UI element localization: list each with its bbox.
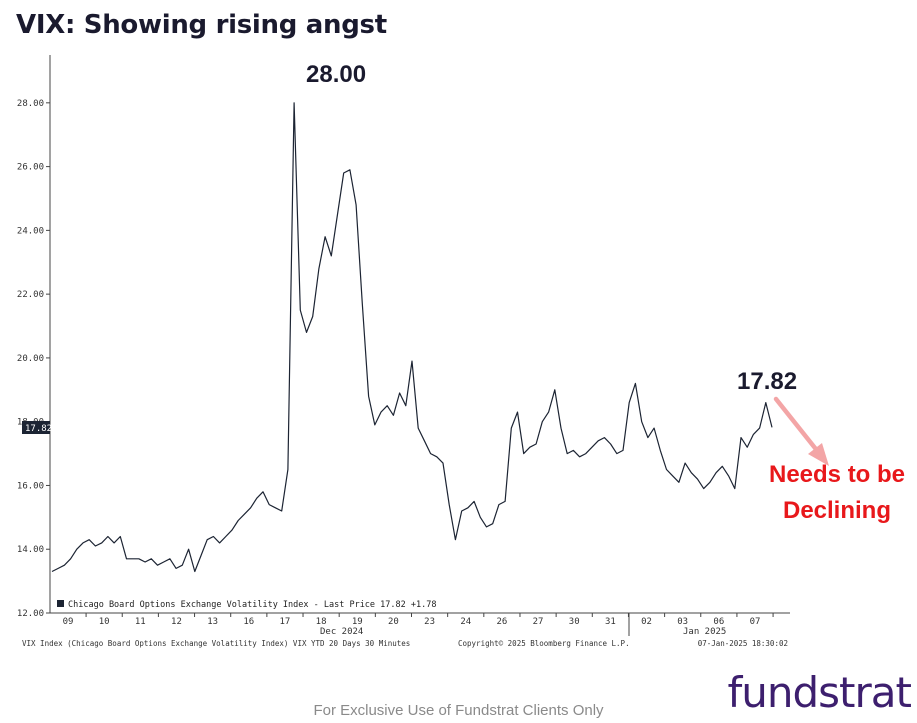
- vix-line: [51, 102, 773, 573]
- y-tick-label: 22.00: [17, 290, 44, 300]
- y-tick-label: 20.00: [17, 354, 44, 364]
- x-tick-label: 07: [750, 617, 761, 627]
- x-tick-label: 09: [63, 617, 74, 627]
- y-tick-label: 16.00: [17, 481, 44, 491]
- x-tick-label: 19: [352, 617, 363, 627]
- x-tick-label: 27: [533, 617, 544, 627]
- footer-source: VIX Index (Chicago Board Options Exchang…: [22, 639, 410, 648]
- y-tick-label: 14.00: [17, 545, 44, 555]
- x-tick-label: 26: [496, 617, 507, 627]
- last-price-tag: 17.82: [22, 421, 52, 434]
- x-tick-label: 23: [424, 617, 435, 627]
- y-axis-ticks: 12.0014.0016.0018.0020.0022.0024.0026.00…: [17, 99, 50, 619]
- y-tick-label: 12.00: [17, 609, 44, 619]
- y-tick-label: 26.00: [17, 163, 44, 173]
- last-annotation: 17.82: [737, 368, 797, 395]
- y-tick-label: 28.00: [17, 99, 44, 109]
- legend: Chicago Board Options Exchange Volatilit…: [57, 600, 436, 610]
- x-tick-label: 20: [388, 617, 399, 627]
- peak-annotation: 28.00: [306, 61, 366, 88]
- fundstrat-logo: fundstrat: [727, 668, 912, 717]
- x-tick-label: 13: [207, 617, 218, 627]
- last-price-tag-label: 17.82: [25, 424, 52, 434]
- x-tick-label: 06: [713, 617, 724, 627]
- y-tick-label: 24.00: [17, 226, 44, 236]
- x-tick-label: 17: [280, 617, 291, 627]
- x-axis-ticks: 09 10 11 12 13 16 17 18 19 20 23 24 26 27 30 31 02 03 06 07: [63, 613, 774, 627]
- footer-copyright: Copyright© 2025 Bloomberg Finance L.P.: [458, 639, 630, 648]
- month-label-jan: Jan 2025: [683, 627, 726, 637]
- x-tick-label: 10: [99, 617, 110, 627]
- x-tick-label: 30: [569, 617, 580, 627]
- x-tick-label: 11: [135, 617, 146, 627]
- arrow-icon: [773, 396, 829, 466]
- needs-annotation-line2: Declining: [783, 497, 891, 524]
- month-label-dec: Dec 2024: [320, 627, 363, 637]
- x-tick-label: 18: [316, 617, 327, 627]
- x-tick-label: 02: [641, 617, 652, 627]
- x-tick-label: 16: [243, 617, 254, 627]
- legend-text: Chicago Board Options Exchange Volatilit…: [68, 600, 436, 610]
- footer-timestamp: 07-Jan-2025 18:30:02: [698, 639, 788, 648]
- disclaimer: For Exclusive Use of Fundstrat Clients O…: [313, 702, 604, 719]
- slide-title: VIX: Showing rising angst: [16, 10, 387, 40]
- x-tick-label: 24: [460, 617, 471, 627]
- needs-annotation-line1: Needs to be: [769, 461, 905, 488]
- x-tick-label: 31: [605, 617, 616, 627]
- x-tick-label: 03: [677, 617, 688, 627]
- x-tick-label: 12: [171, 617, 182, 627]
